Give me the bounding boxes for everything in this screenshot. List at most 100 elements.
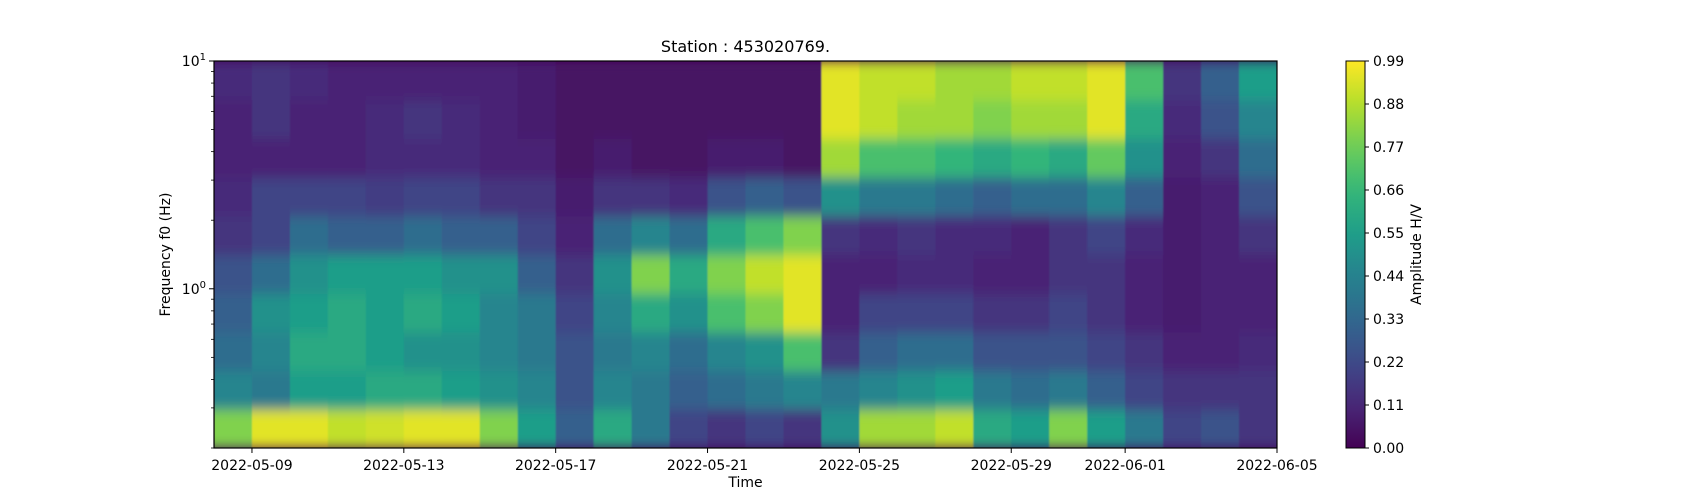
heatmap-cell [669,408,709,448]
heatmap-cell [251,137,291,178]
heatmap-cell [327,331,367,372]
heatmap-cell [821,292,860,333]
heatmap-cell [669,253,709,294]
heatmap-cell [631,176,671,217]
heatmap-cell [365,99,405,139]
heatmap-cell [783,370,823,410]
heatmap-cell [517,370,557,410]
heatmap-cell [441,99,481,139]
heatmap-cell [1201,253,1240,294]
heatmap-cell [1011,99,1050,139]
heatmap-cell [251,408,291,448]
heatmap-cell [1239,331,1277,372]
heatmap-cell [214,408,253,448]
heatmap-cell [479,99,519,139]
heatmap-cell [745,137,785,178]
heatmap-cell [327,61,367,101]
heatmap-cell [365,292,405,333]
heatmap-cell [593,61,633,101]
heatmap-cell [935,408,974,448]
heatmap-cell [365,408,405,448]
heatmap-cell [327,408,367,448]
heatmap-cell [707,176,747,217]
heatmap-cell [745,370,785,410]
heatmap-cell [821,331,860,372]
heatmap-cell [1201,292,1240,333]
heatmap-cell [441,292,481,333]
heatmap-cell [593,215,633,256]
heatmap-cell [973,331,1012,372]
heatmap-cell [517,176,557,217]
heatmap-cell [631,253,671,294]
heatmap-cell [935,176,974,217]
heatmap-cell [669,215,709,256]
heatmap-cell [1239,370,1277,410]
heatmap-cell [289,370,329,410]
heatmap-cell [1239,176,1277,217]
heatmap-cell [745,61,785,101]
y-tick-label: 100 [182,280,206,298]
heatmap-cell [1201,370,1240,410]
x-axis: 2022-05-09 2022-05-13 2022-05-17 2022-05-21… [211,448,1318,474]
heatmap-cell [631,292,671,333]
heatmap-cell [783,176,823,217]
heatmap-cell [214,292,253,333]
heatmap-cell [783,99,823,139]
heatmap-cell [365,370,405,410]
heatmap-cell [1049,253,1088,294]
y-tick-label: 101 [182,52,206,70]
heatmap-cell [555,61,595,101]
x-tick-label: 2022-05-17 [515,458,596,474]
heatmap-cell [669,370,709,410]
heatmap-cell [251,61,291,101]
heatmap-cell [289,176,329,217]
heatmap-cell [517,61,557,101]
heatmap-cell [821,99,860,139]
heatmap-cell [859,137,898,178]
heatmap-cell [441,137,481,178]
heatmap-cell [479,215,519,256]
heatmap-cell [1049,408,1088,448]
heatmap-cell [1049,61,1088,101]
heatmap-cell [1163,61,1202,101]
heatmap-cell [1125,370,1164,410]
heatmap-cell [1087,370,1126,410]
heatmap-cell [1239,215,1277,256]
heatmap-cell [1239,253,1277,294]
heatmap-cell [403,253,443,294]
heatmap-cell [1201,61,1240,101]
colorbar-tick-label: 0.22 [1373,355,1404,371]
colorbar: 0.00 0.11 0.22 0.33 0.44 0.55 0.66 0.77 0.88 0.99… [1345,54,1425,457]
heatmap-cell [859,408,898,448]
colorbar-label: Amplitude H/V [1409,204,1425,305]
heatmap-cell [707,137,747,178]
heatmap-cell [631,99,671,139]
heatmap-cell [1087,408,1126,448]
heatmap-cell [289,215,329,256]
heatmap-cell [897,253,936,294]
heatmap-cell [631,408,671,448]
heatmap-cell [669,176,709,217]
heatmap-cell [441,253,481,294]
heatmap-cell [631,61,671,101]
heatmap-cell [1087,61,1126,101]
heatmap-cell [251,253,291,294]
heatmap-cell [935,99,974,139]
heatmap-cell [897,176,936,217]
heatmap-cell [1049,137,1088,178]
heatmap-cell [327,215,367,256]
heatmap-cell [251,99,291,139]
heatmap-cell [973,408,1012,448]
heatmap-cell [214,253,253,294]
heatmap-cell [631,137,671,178]
heatmap-cell [1011,61,1050,101]
heatmap-cell [707,215,747,256]
heatmap-cell [859,61,898,101]
heatmap-cell [1163,370,1202,410]
heatmap-area [214,61,1277,448]
heatmap-cell [707,99,747,139]
y-axis: 100 101 [182,52,214,449]
heatmap-cell [441,331,481,372]
heatmap-cell [631,215,671,256]
